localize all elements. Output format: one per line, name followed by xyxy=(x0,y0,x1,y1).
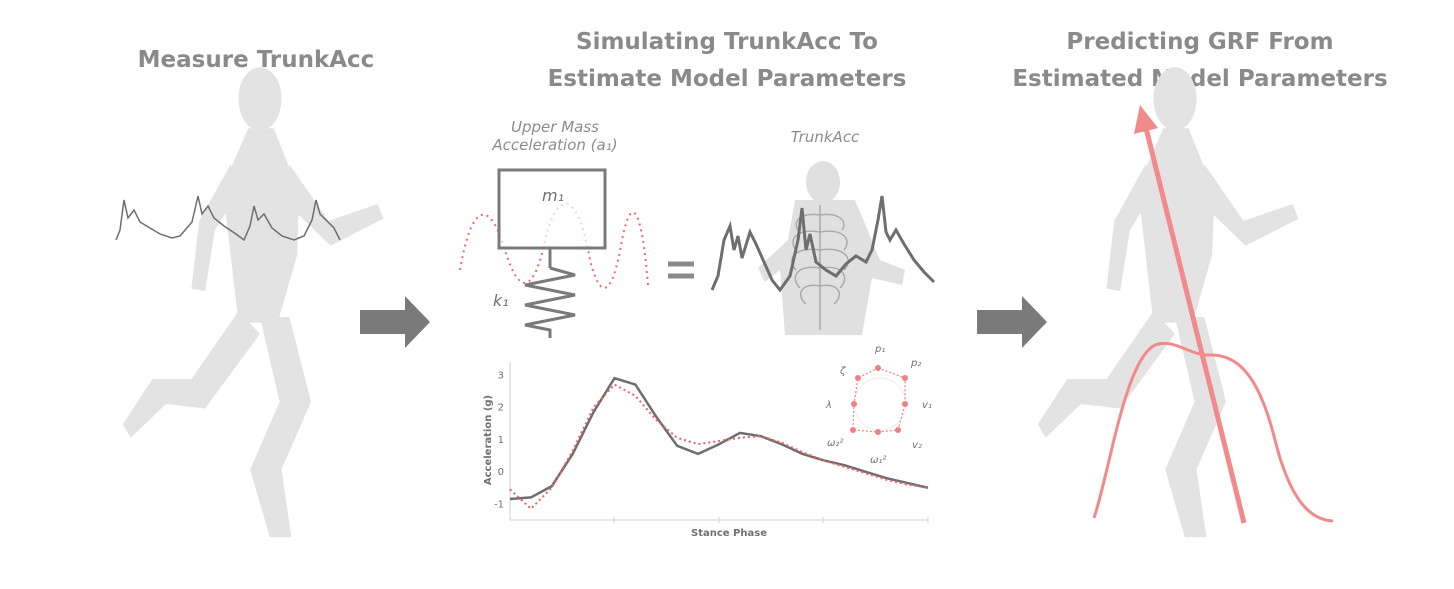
process-arrow-2 xyxy=(977,296,1047,348)
runner-silhouette-left xyxy=(122,67,384,538)
runner-silhouette-right xyxy=(1037,67,1299,538)
y-tick-label: 1 xyxy=(498,435,504,446)
chart-axes xyxy=(509,362,929,523)
predicting-title-line1: Predicting GRF From xyxy=(1066,29,1334,55)
predicting-title: Predicting GRF From Estimated Model Para… xyxy=(990,24,1410,98)
predicting-title-line2: Estimated Model Parameters xyxy=(1012,66,1388,92)
upper-mass-label-line1: Upper Mass xyxy=(511,118,599,136)
equals-icon xyxy=(668,261,694,279)
trunkacc-label: TrunkAcc xyxy=(790,128,860,146)
spring-icon xyxy=(524,266,576,338)
simulating-title-line2: Estimate Model Parameters xyxy=(547,66,907,92)
y-tick-label: -1 xyxy=(494,499,504,510)
grf-curve xyxy=(1092,342,1334,523)
upper-mass-box xyxy=(497,168,607,250)
simulating-title: Simulating TrunkAcc To Estimate Model Pa… xyxy=(507,24,947,98)
grf-vector-arrowhead xyxy=(1134,105,1158,134)
mass-symbol: m₁ xyxy=(542,186,564,205)
radar-label-p1: p₁ xyxy=(874,344,885,355)
y-axis-label: Acceleration (g) xyxy=(483,395,494,485)
simulating-title-line1: Simulating TrunkAcc To xyxy=(576,29,878,55)
trunkacc-trace-left xyxy=(115,195,341,242)
upper-mass-label-line2: Acceleration (a₁) xyxy=(492,136,618,154)
x-axis-label: Stance Phase xyxy=(691,528,767,539)
upper-mass-label: Upper Mass Acceleration (a₁) xyxy=(490,118,620,154)
y-tick-label: 2 xyxy=(498,403,504,414)
chart-series xyxy=(509,376,929,511)
spring-symbol: k₁ xyxy=(493,291,509,310)
radar-label-v2: v₂ xyxy=(912,440,922,451)
radar-label-lambda: λ xyxy=(825,400,832,411)
y-tick-label: 0 xyxy=(498,467,504,478)
radar-label-omega2: ω₂² xyxy=(827,438,843,449)
radar-label-p2: p₂ xyxy=(910,358,921,369)
trunkacc-trace-middle xyxy=(710,195,936,293)
grf-vector-line xyxy=(1143,127,1247,524)
radar-label-omega1: ω₁² xyxy=(870,455,886,466)
y-tick-labels: -1 0 1 2 3 xyxy=(494,370,504,510)
series-line-model xyxy=(509,383,929,511)
y-tick-label: 3 xyxy=(498,370,504,381)
radar-label-zeta: ζ xyxy=(839,366,846,377)
series-line-measured xyxy=(509,376,929,501)
process-arrow-1 xyxy=(360,296,430,348)
radar-plot xyxy=(850,365,908,435)
torso-silhouette-middle xyxy=(758,161,905,335)
radar-label-v1: v₁ xyxy=(922,400,932,411)
